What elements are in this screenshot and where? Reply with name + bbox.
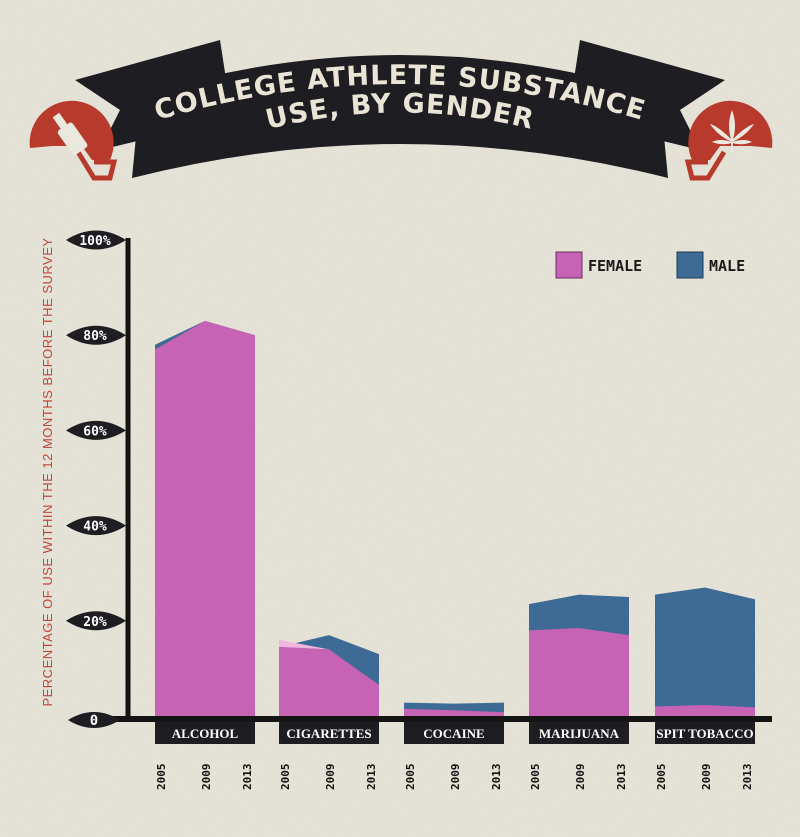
y-tick-badge	[66, 420, 126, 440]
category-label-box	[279, 722, 379, 744]
year-label-2013: 2013	[741, 764, 754, 791]
category-label-text: ALCOHOL	[172, 726, 239, 741]
y-tick-badge	[66, 325, 126, 345]
legend-male-swatch	[676, 251, 704, 279]
y-axis-title: PERCENTAGE OF USE WITHIN THE 12 MONTHS B…	[40, 237, 55, 706]
category-label-spit-tobacco: SPIT TOBACCO	[655, 722, 755, 744]
year-label-2009: 2009	[200, 764, 213, 791]
helmet-leaf-icon	[684, 100, 773, 181]
category-label-text: CIGARETTES	[286, 726, 371, 741]
y-tick-20: 20%	[66, 611, 126, 631]
y-tick-badge	[66, 230, 126, 250]
group-cigarettes	[279, 635, 379, 716]
y-tick-label: 80%	[83, 329, 107, 344]
year-label-2009: 2009	[449, 764, 462, 791]
y-tick-badge	[66, 611, 126, 631]
category-label-text: SPIT TOBACCO	[656, 726, 753, 741]
year-label-2005: 2005	[279, 764, 292, 791]
year-label-2009: 2009	[700, 764, 713, 791]
area-female-alcohol	[155, 320, 255, 716]
area-female-excess-cigarettes	[279, 639, 379, 686]
area-female-marijuana	[529, 627, 629, 716]
category-label-marijuana: MARIJUANA	[529, 722, 629, 744]
banner-body	[132, 55, 668, 178]
y-tick-badge	[68, 712, 120, 728]
category-label-box	[404, 722, 504, 744]
year-label-2009: 2009	[324, 764, 337, 791]
year-labels: 2005 2009 2013 2005 2009 2013 2005 2009 2013 2005…	[155, 764, 754, 791]
year-label-2005: 2005	[155, 764, 168, 791]
year-label-2013: 2013	[615, 764, 628, 791]
area-female-cigarettes	[279, 646, 379, 716]
category-label-box	[529, 722, 629, 744]
helmet-bottle-icon	[29, 100, 118, 181]
area-male-spit-tobacco	[655, 587, 755, 716]
year-label-2005: 2005	[404, 764, 417, 791]
category-label-box	[155, 722, 255, 744]
group-cocaine	[404, 702, 504, 716]
category-label-text: COCAINE	[423, 726, 484, 741]
category-label-cocaine: COCAINE	[404, 722, 504, 744]
year-label-2005: 2005	[529, 764, 542, 791]
category-label-cigarettes: CIGARETTES	[279, 722, 379, 744]
area-female-spit-tobacco	[655, 705, 755, 716]
legend: FEMALE MALE	[555, 251, 745, 279]
y-tick-label: 20%	[83, 615, 107, 630]
y-tick-0: 0	[68, 712, 120, 729]
y-tick-80: 80%	[66, 325, 126, 345]
legend-female-swatch	[555, 251, 583, 279]
y-tick-60: 60%	[66, 420, 126, 440]
legend-male-label: MALE	[709, 257, 745, 275]
y-tick-badge	[66, 516, 126, 536]
group-alcohol	[155, 320, 255, 716]
category-label-text: MARIJUANA	[539, 726, 620, 741]
year-label-2009: 2009	[574, 764, 587, 791]
year-label-2013: 2013	[490, 764, 503, 791]
y-axis-ticks: 100% 80% 60% 40% 20% 0	[66, 230, 126, 729]
category-label-alcohol: ALCOHOL	[155, 722, 255, 744]
category-labels: ALCOHOL CIGARETTES COCAINE MARIJUANA SPIT TO…	[155, 722, 755, 744]
group-spit-tobacco	[655, 587, 755, 716]
group-marijuana	[529, 594, 629, 716]
year-label-2013: 2013	[241, 764, 254, 791]
chart-areas	[155, 320, 755, 716]
y-tick-label: 60%	[83, 424, 107, 439]
year-label-2005: 2005	[655, 764, 668, 791]
y-tick-label: 0	[90, 713, 98, 729]
y-tick-label: 100%	[79, 234, 110, 249]
legend-female-label: FEMALE	[588, 257, 642, 275]
y-tick-label: 40%	[83, 520, 107, 535]
y-tick-40: 40%	[66, 516, 126, 536]
year-label-2013: 2013	[365, 764, 378, 791]
category-label-box	[655, 722, 755, 744]
area-female-cocaine	[404, 708, 504, 716]
y-tick-100: 100%	[66, 230, 126, 250]
